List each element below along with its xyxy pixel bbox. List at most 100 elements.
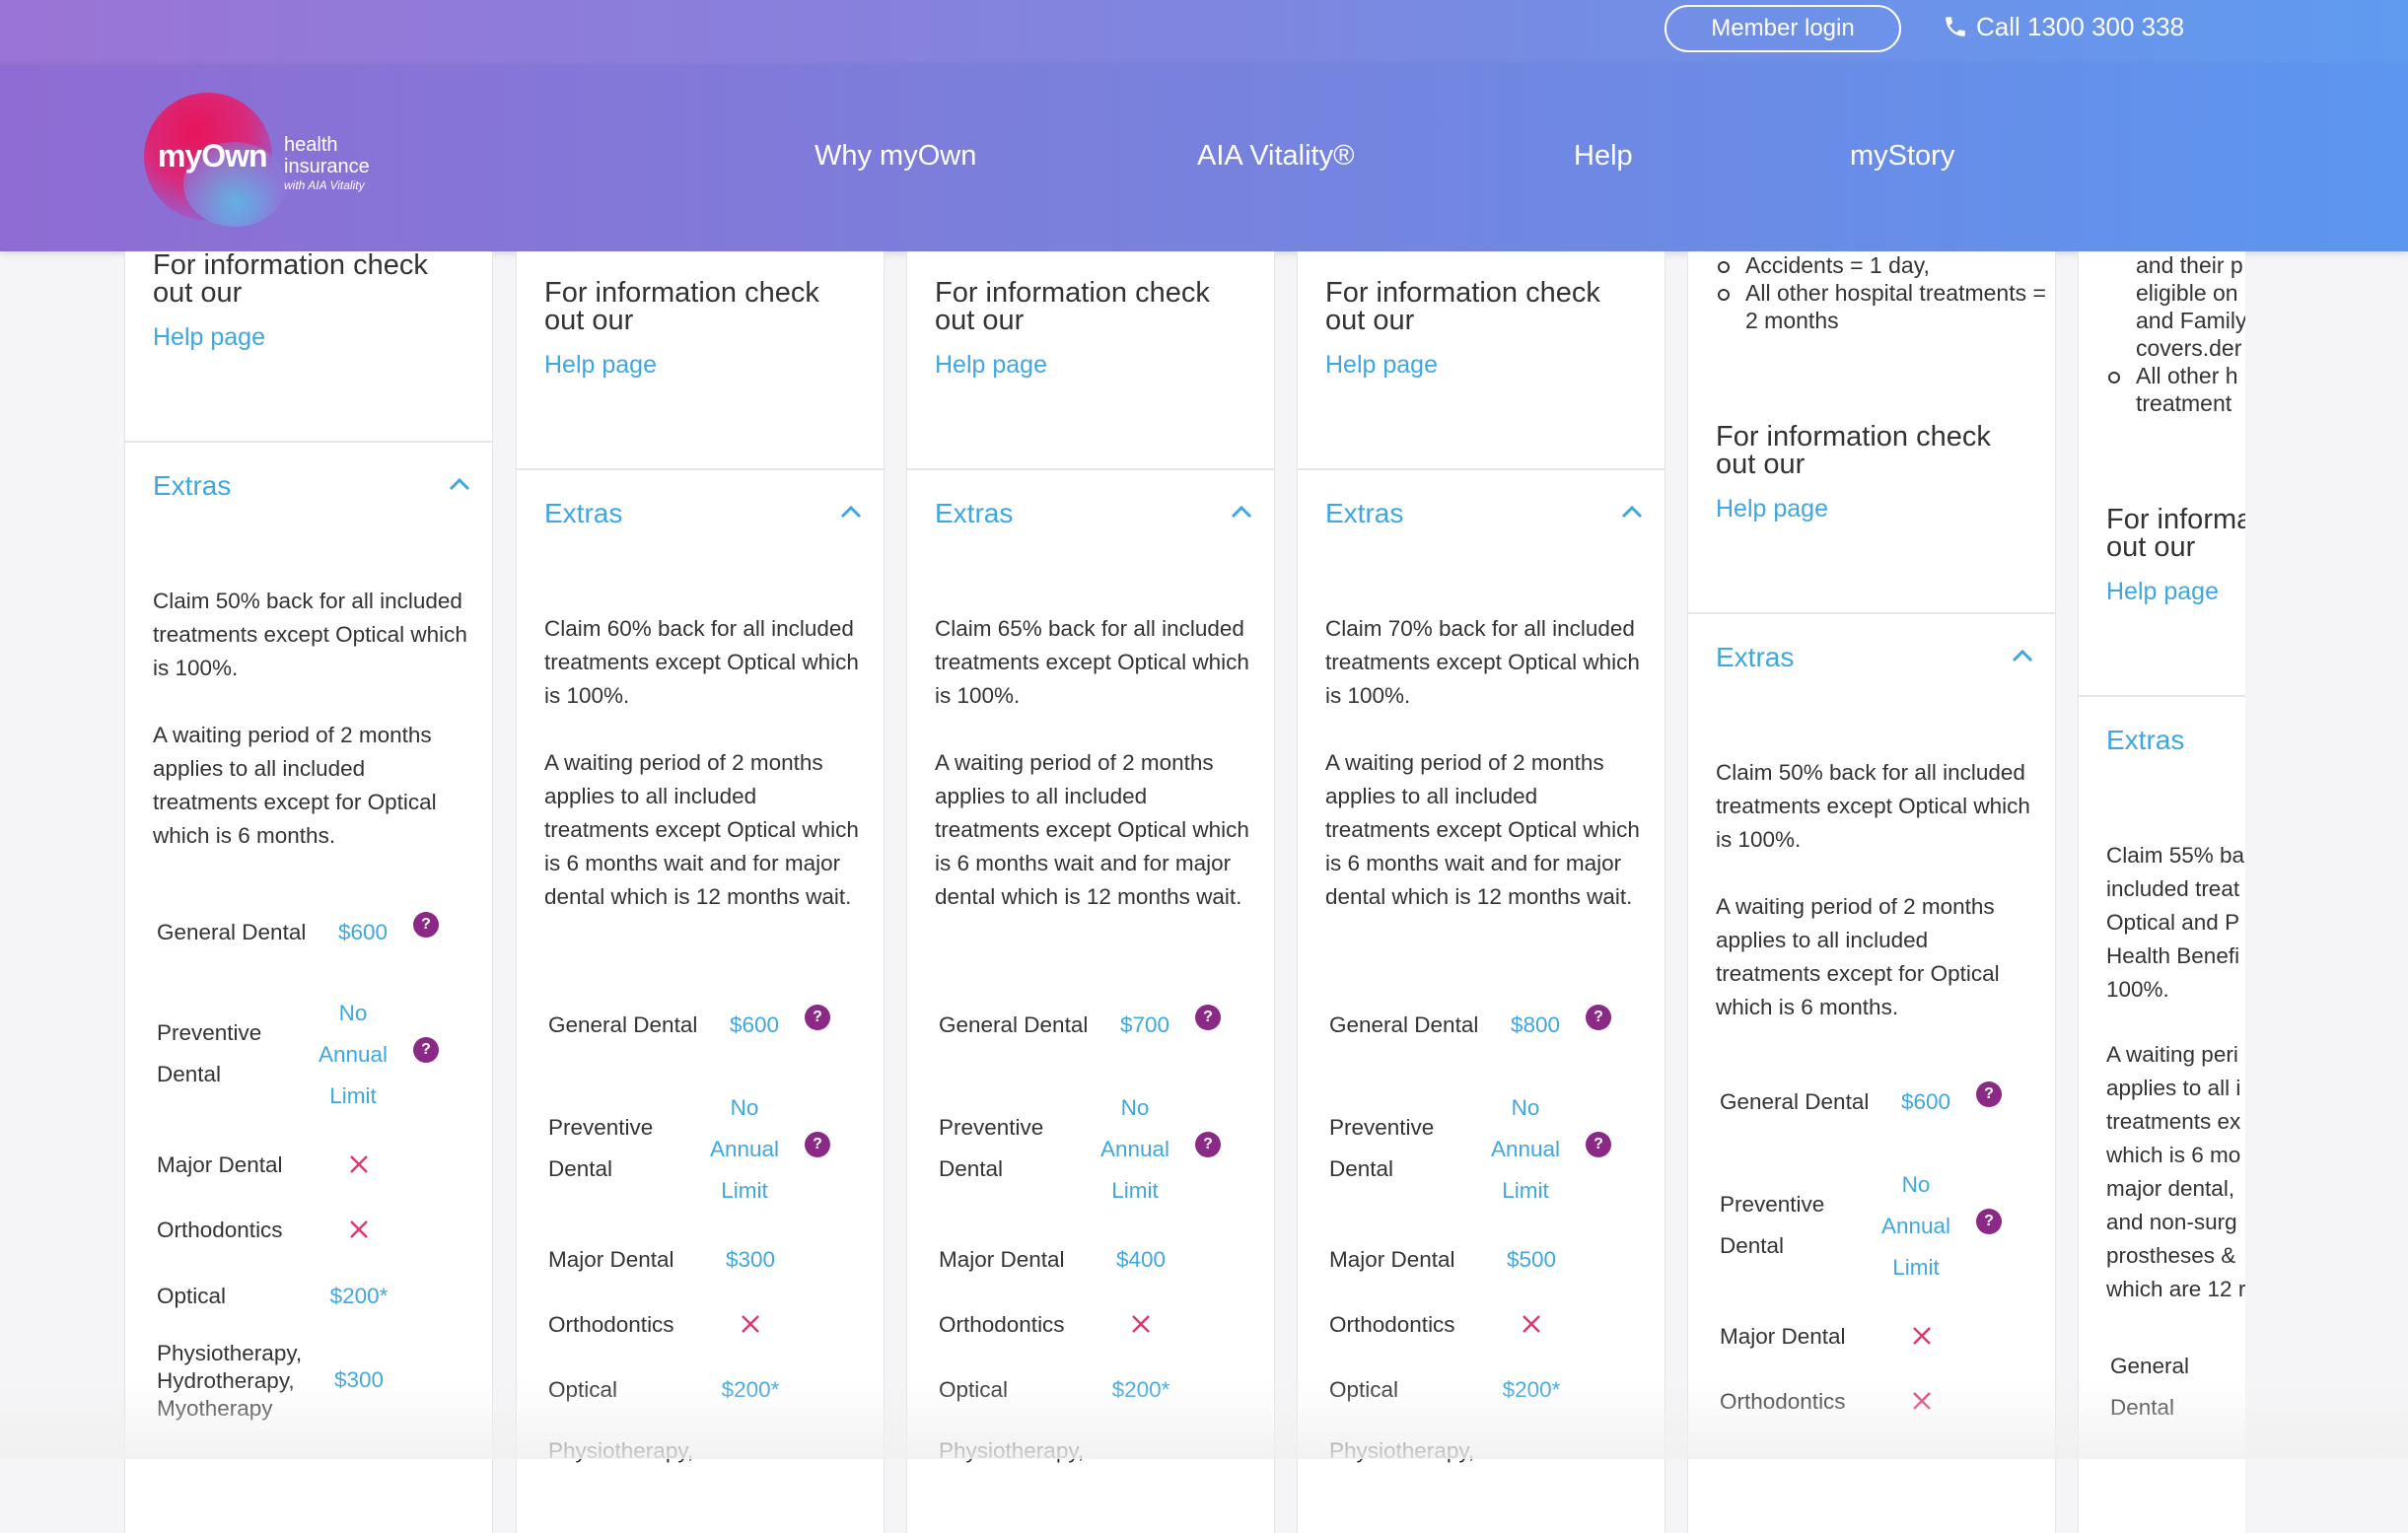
label-line: Dental [2110, 1395, 2175, 1420]
help-page-link[interactable]: Help page [153, 323, 265, 351]
claim-line: included treat [2106, 876, 2240, 901]
label-physio: Physiotherapy, [939, 1438, 1085, 1463]
bullet-line: treatment [2136, 390, 2232, 416]
waiting-line: which is 6 mo [2106, 1143, 2241, 1167]
help-question-icon[interactable]: ? [1976, 1081, 2002, 1107]
waiting-bullets: and their p eligible on and Family cover… [2106, 251, 2245, 417]
info-text: For information check out our [153, 249, 428, 309]
value-general-dental: $600 [729, 1012, 780, 1037]
info-text: For information check out our [1325, 277, 1600, 336]
waiting-line: and non-surg [2106, 1210, 2237, 1234]
chevron-up-icon[interactable] [1621, 505, 1643, 519]
help-question-icon[interactable]: ? [1586, 1005, 1611, 1030]
value-major-dental: $500 [1506, 1247, 1557, 1272]
claim-text: Claim 50% back for all included treatmen… [1716, 760, 2030, 852]
bullet-line: and their p [2136, 252, 2243, 278]
waiting-text: A waiting period of 2 months applies to … [544, 750, 859, 909]
help-question-icon[interactable]: ? [413, 912, 439, 938]
label-physio: Physiotherapy, Hydrotherapy, Myotherapy [157, 1341, 303, 1421]
divider [907, 468, 1274, 470]
logo-brand: myOwn [158, 138, 268, 174]
info-line: For informa [2106, 504, 2245, 535]
logo-line2: insurance [284, 156, 370, 177]
label-preventive-dental: Preventive Dental [157, 1020, 262, 1086]
nav-why-myown[interactable]: Why myOwn [814, 140, 977, 172]
nav-aia-vitality[interactable]: AIA Vitality® [1197, 140, 1355, 172]
waiting-line: applies to all i [2106, 1076, 2241, 1100]
help-page-link[interactable]: Help page [2106, 578, 2219, 605]
extras-toggle[interactable]: Extras [935, 498, 1014, 528]
claim-line: Health Benefi [2106, 943, 2240, 968]
divider [517, 468, 884, 470]
claim-text: Claim 50% back for all included treatmen… [153, 589, 467, 680]
plan-card-5: Accidents = 1 day, All other hospital tr… [1687, 251, 2056, 1533]
value-major-dental: $300 [725, 1247, 776, 1272]
label-preventive-dental: Preventive Dental [1720, 1192, 1825, 1258]
chevron-up-icon[interactable] [840, 505, 862, 519]
waiting-line: A waiting peri [2106, 1042, 2238, 1067]
value-preventive-dental: No Annual Limit [709, 1095, 780, 1203]
extras-toggle[interactable]: Extras [1325, 498, 1404, 528]
help-question-icon[interactable]: ? [1586, 1132, 1611, 1157]
cross-icon [1913, 1392, 1931, 1410]
myown-logo[interactable]: myOwn health insurance with AIA Vitality [144, 93, 390, 227]
label-preventive-dental: Preventive Dental [548, 1115, 654, 1181]
nav-help[interactable]: Help [1574, 140, 1633, 172]
waiting-text: A waiting period of 2 months applies to … [935, 750, 1249, 909]
value-optical: $200* [329, 1284, 389, 1308]
label-preventive-dental: Preventive Dental [939, 1115, 1044, 1181]
help-question-icon[interactable]: ? [805, 1005, 830, 1030]
label-optical: Optical [157, 1284, 227, 1308]
waiting-line: major dental, [2106, 1176, 2235, 1201]
chevron-up-icon[interactable] [1231, 505, 1252, 519]
call-link[interactable]: Call 1300 300 338 [1943, 10, 2184, 43]
help-question-icon[interactable]: ? [805, 1132, 830, 1157]
cross-icon [1132, 1315, 1150, 1333]
extras-toggle[interactable]: Extras [2106, 725, 2185, 755]
value-preventive-dental: No Annual Limit [1099, 1095, 1170, 1203]
label-preventive-dental: Preventive Dental [1329, 1115, 1435, 1181]
divider [1298, 468, 1664, 470]
value-general-dental: $700 [1119, 1012, 1170, 1037]
help-page-link[interactable]: Help page [1325, 351, 1438, 379]
label-orthodontics: Orthodontics [1329, 1312, 1455, 1337]
help-page-link[interactable]: Help page [935, 351, 1047, 379]
plan-card-6: and their p eligible on and Family cover… [2078, 251, 2245, 1533]
help-question-icon[interactable]: ? [1976, 1209, 2002, 1234]
value-preventive-dental: No Annual Limit [318, 1001, 389, 1108]
info-text: For information check out our [544, 277, 819, 336]
logo-with: with AIA Vitality [284, 178, 365, 192]
divider [1688, 612, 2055, 614]
extras-toggle[interactable]: Extras [153, 470, 232, 501]
value-preventive-dental: No Annual Limit [1880, 1172, 1951, 1280]
help-page-link[interactable]: Help page [544, 351, 657, 379]
main-navbar [0, 65, 2408, 251]
bullet-item: All other hospital treatments = 2 months [1716, 279, 2051, 334]
cross-icon [350, 1220, 368, 1238]
member-login-button[interactable]: Member login [1664, 5, 1901, 52]
plan-card-1: For information check out our Help page … [124, 251, 493, 1533]
claim-text: Claim 70% back for all included treatmen… [1325, 616, 1640, 708]
label-optical: Optical [548, 1377, 618, 1402]
info-text: For information check out our [1716, 421, 1991, 480]
label-orthodontics: Orthodontics [548, 1312, 674, 1337]
extras-toggle[interactable]: Extras [544, 498, 623, 528]
label-optical: Optical [939, 1377, 1009, 1402]
waiting-line: which are 12 r [2106, 1277, 2245, 1301]
help-question-icon[interactable]: ? [413, 1037, 439, 1063]
extras-toggle[interactable]: Extras [1716, 642, 1795, 672]
help-question-icon[interactable]: ? [1195, 1005, 1221, 1030]
label-major-dental: Major Dental [1720, 1324, 1846, 1349]
label-general-dental: General Dental [939, 1012, 1089, 1037]
help-page-link[interactable]: Help page [1716, 495, 1828, 523]
claim-line: 100%. [2106, 977, 2169, 1002]
label-general-dental: General Dental [1720, 1089, 1870, 1114]
help-question-icon[interactable]: ? [1195, 1132, 1221, 1157]
chevron-up-icon[interactable] [449, 477, 470, 491]
info-text: For information check out our [935, 277, 1210, 336]
waiting-line: treatments ex [2106, 1109, 2241, 1134]
nav-mystory[interactable]: myStory [1850, 140, 1955, 172]
chevron-up-icon[interactable] [2012, 649, 2033, 662]
label-general-dental: General Dental [157, 920, 307, 944]
cross-icon [742, 1315, 759, 1333]
